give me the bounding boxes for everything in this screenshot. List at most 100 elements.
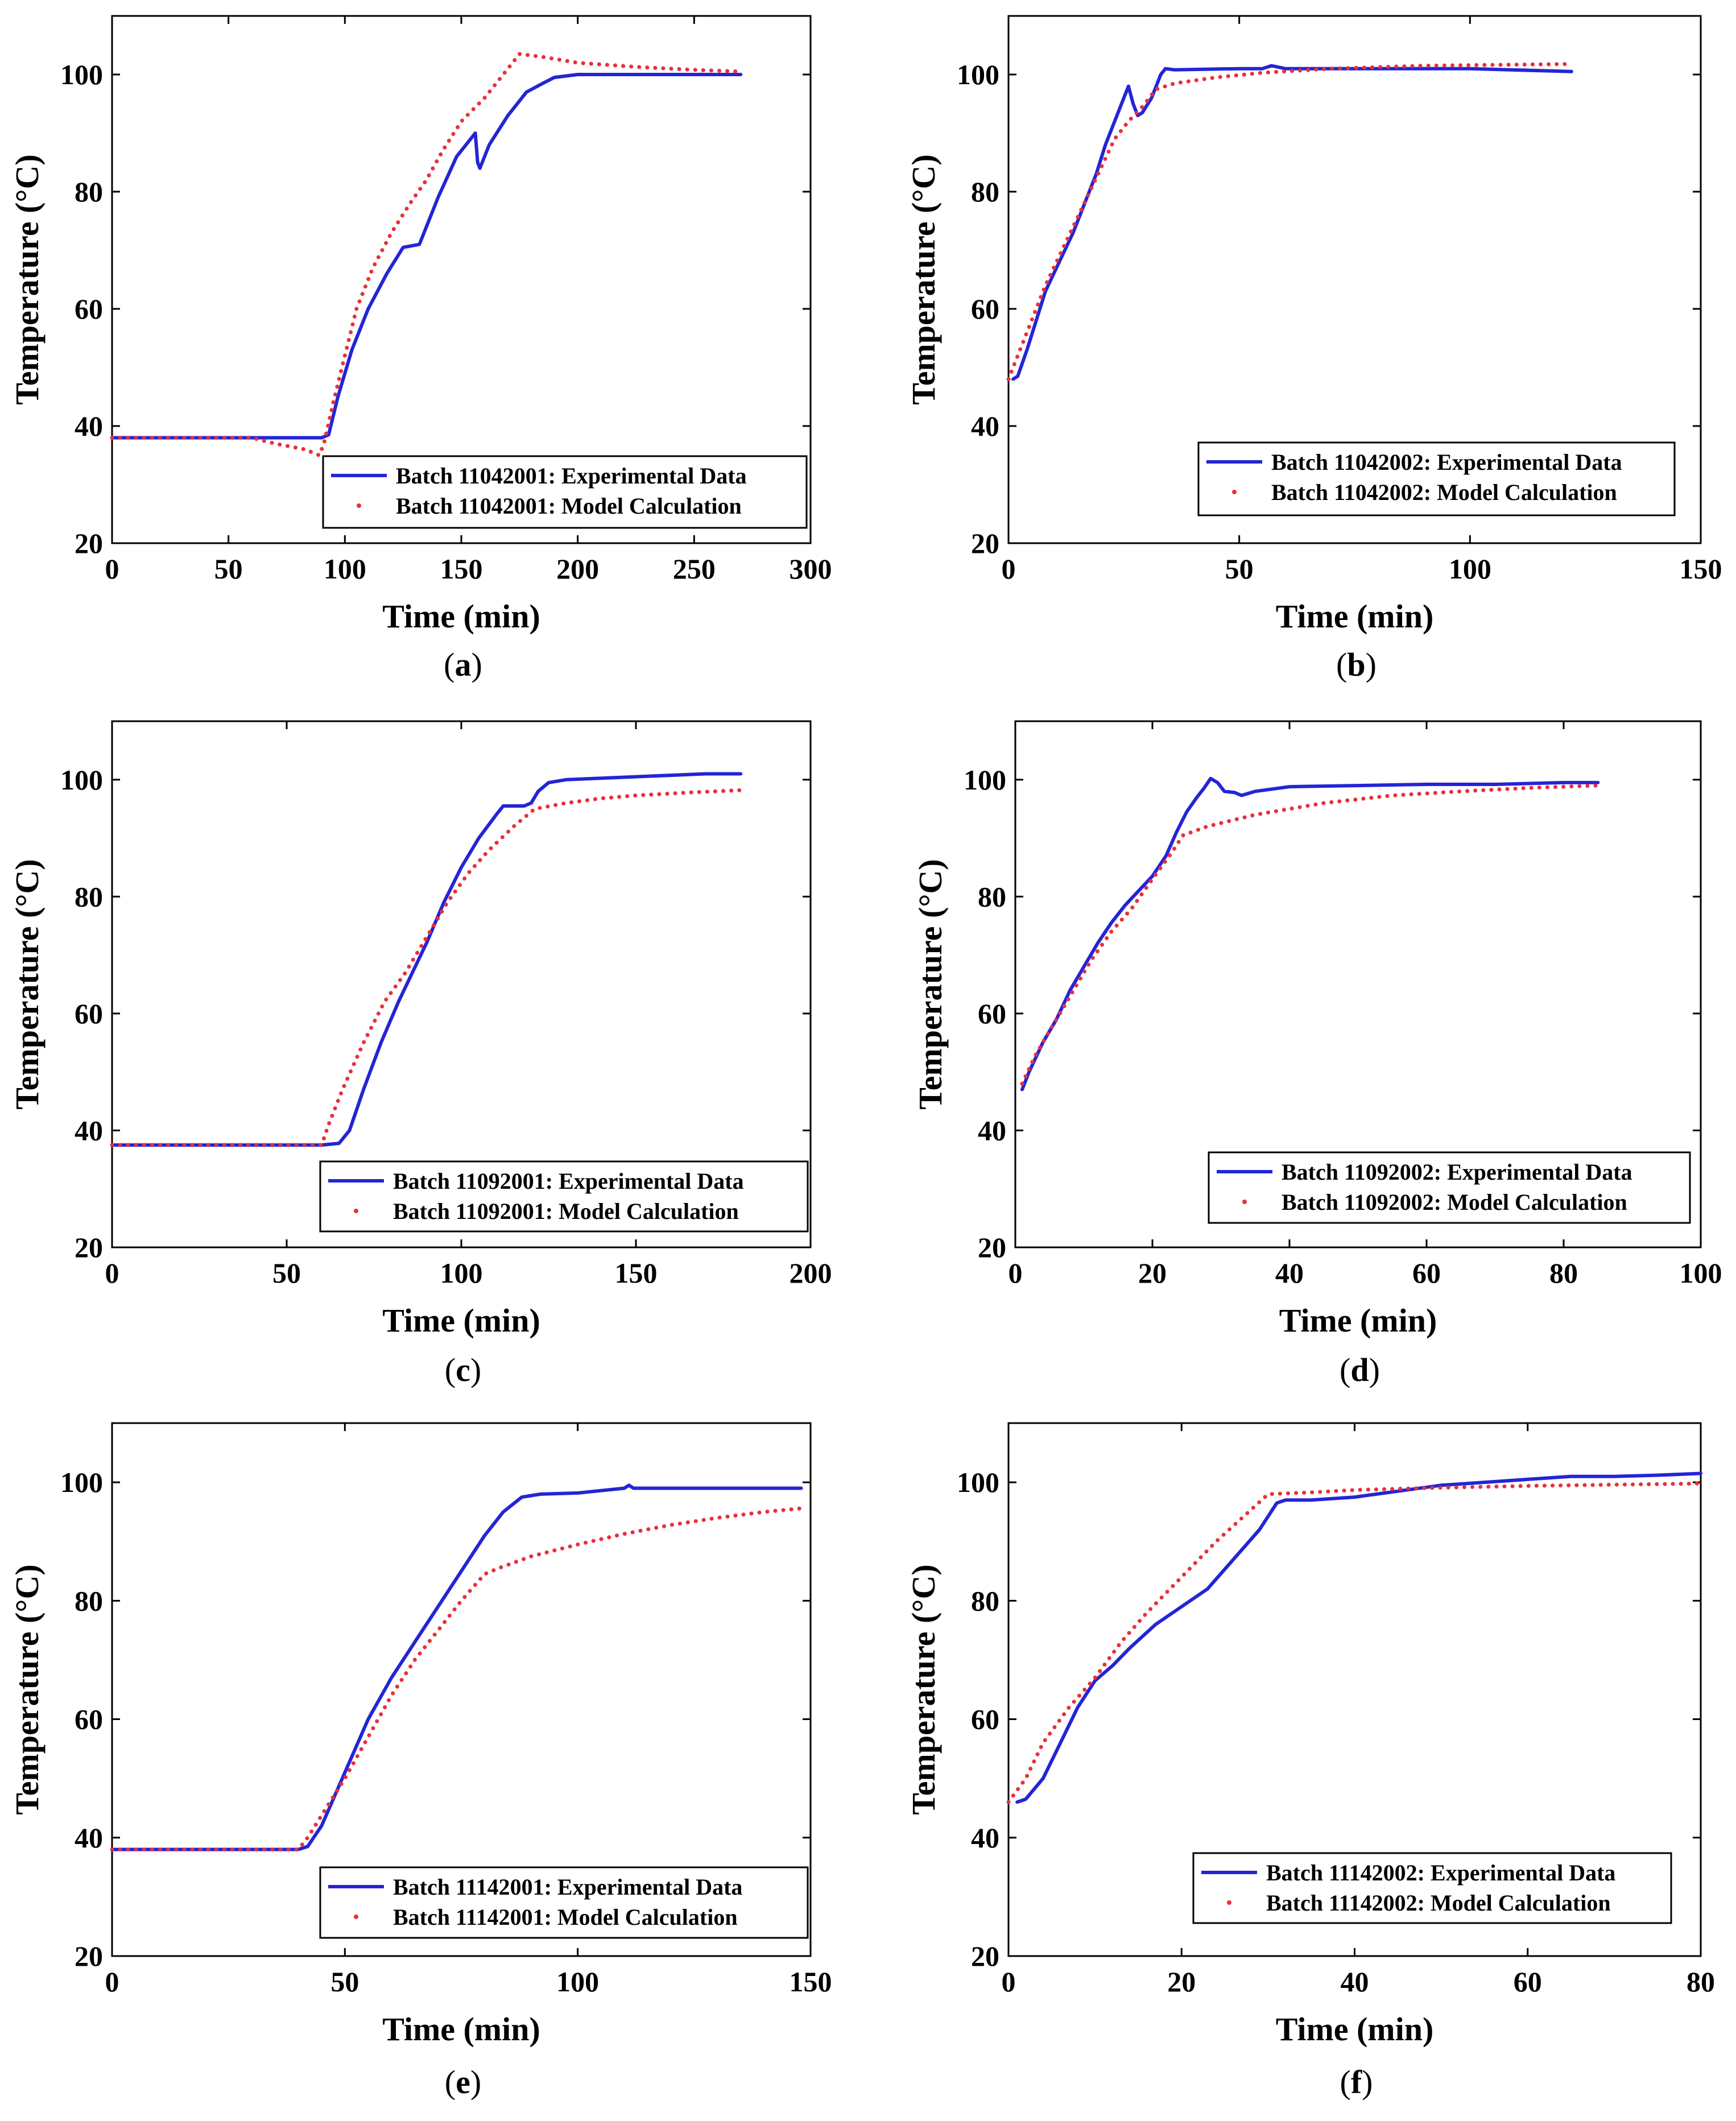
legend-box [319,1866,809,1939]
legend-box [322,455,808,529]
x-tick-label: 100 [1449,553,1491,585]
legend-entry-label: Batch 11142001: Model Calculation [393,1904,738,1930]
x-tick-label: 0 [105,1966,119,1998]
legend-box [1197,441,1676,516]
y-axis-label: Temperature (°C) [912,859,949,1109]
y-tick-label: 20 [971,527,999,559]
y-tick-label: 80 [75,880,103,912]
panel-label: (d) [1340,1351,1380,1388]
panel-label: (c) [445,1351,481,1388]
y-tick-label: 100 [964,764,1006,796]
y-tick-label: 100 [60,764,103,796]
x-tick-label: 50 [272,1257,301,1289]
y-tick-label: 40 [971,1822,999,1854]
y-tick-label: 60 [75,1704,103,1735]
y-axis-label: Temperature (°C) [9,154,46,404]
legend-box [1192,1852,1672,1924]
y-tick-label: 100 [60,59,103,90]
legend-entry-label: Batch 11092001: Experimental Data [393,1168,744,1194]
experimental-data-line [1020,776,1600,1091]
x-tick-label: 50 [214,553,243,585]
y-tick-label: 40 [75,1114,103,1146]
y-axis-label: Temperature (°C) [9,1564,46,1814]
x-tick-label: 40 [1275,1257,1304,1289]
x-tick-label: 300 [790,553,832,585]
model-calculation-line [110,52,743,457]
y-tick-label: 100 [60,1466,103,1498]
y-tick-label: 20 [75,1940,103,1972]
x-tick-label: 150 [790,1966,832,1998]
legend: Batch 11042002: Experimental Data Batch 1… [1197,441,1676,516]
x-tick-label: 60 [1514,1966,1542,1998]
plot-frame [111,1422,812,1957]
x-tick-label: 150 [1680,553,1722,585]
y-tick-label: 40 [75,410,103,442]
y-tick-label: 80 [971,176,999,208]
experimental-data-line [110,1483,803,1851]
x-tick-label: 80 [1549,1257,1578,1289]
x-tick-label: 20 [1138,1257,1167,1289]
legend-entry-label: Batch 11042002: Model Calculation [1271,479,1617,505]
x-axis-label: Time (min) [382,1302,540,1339]
legend: Batch 11042001: Experimental Data Batch 1… [322,455,808,529]
y-tick-label: 80 [75,1585,103,1616]
legend: Batch 11092001: Experimental Data Batch 1… [319,1160,809,1233]
x-axis-label: Time (min) [1276,2011,1434,2048]
x-tick-label: 50 [330,1966,359,1998]
chart-panel-c: 0 50 100 150 200 20 40 60 80 100 Time (min) Tempera… [9,720,832,1388]
x-tick-label: 200 [556,553,599,585]
x-tick-label: 150 [440,553,483,585]
x-tick-label: 100 [440,1257,483,1289]
plot-frame [1014,720,1702,1248]
x-axis-label: Time (min) [1279,1302,1437,1339]
x-tick-label: 40 [1341,1966,1369,1998]
legend-swatch-model [1232,490,1237,494]
model-calculation-line [1006,62,1574,382]
legend-swatch-model [354,1209,358,1213]
legend-entry-label: Batch 11142001: Experimental Data [393,1874,742,1900]
y-tick-label: 60 [75,998,103,1030]
y-axis-label: Temperature (°C) [905,154,942,404]
experimental-data-line [1011,64,1573,381]
legend: Batch 11142001: Experimental Data Batch 1… [319,1866,809,1939]
plot-frame [1007,15,1702,544]
y-tick-label: 60 [971,1704,999,1735]
legend: Batch 11142002: Experimental Data Batch 1… [1192,1852,1672,1924]
legend-swatch-model [1242,1200,1247,1204]
y-tick-label: 40 [971,410,999,442]
y-tick-label: 60 [978,998,1006,1030]
y-axis-label: Temperature (°C) [905,1564,942,1814]
y-tick-label: 80 [978,880,1006,912]
y-tick-label: 80 [75,176,103,208]
y-tick-label: 60 [971,293,999,325]
panel-label: (b) [1336,646,1377,683]
legend-entry-label: Batch 11042001: Model Calculation [396,493,742,519]
y-tick-label: 60 [75,293,103,325]
model-calculation-line [1006,1481,1703,1804]
legend-box [319,1160,809,1233]
y-tick-label: 40 [978,1114,1006,1146]
x-tick-label: 20 [1167,1966,1196,1998]
x-axis-label: Time (min) [1276,598,1434,635]
legend-entry-label: Batch 11142002: Model Calculation [1266,1890,1611,1916]
y-tick-label: 100 [957,59,999,90]
legend-swatch-model [354,1915,358,1919]
legend: Batch 11092002: Experimental Data Batch 1… [1208,1151,1691,1224]
panel-label: (f) [1340,2064,1373,2101]
legend-entry-label: Batch 11092002: Model Calculation [1282,1189,1627,1215]
legend-box [1208,1151,1691,1224]
model-calculation-line [110,788,743,1147]
chart-panel-b: 0 50 100 150 20 40 60 80 100 Time (min) Temperatur… [905,15,1722,683]
x-tick-label: 50 [1225,553,1254,585]
y-tick-label: 100 [957,1466,999,1498]
legend-entry-label: Batch 11042001: Experimental Data [396,463,747,489]
x-tick-label: 100 [556,1966,599,1998]
x-tick-label: 0 [1002,1966,1016,1998]
y-axis-label: Temperature (°C) [9,859,46,1109]
legend-entry-label: Batch 11092002: Experimental Data [1282,1159,1632,1185]
legend-swatch-model [357,503,361,508]
x-tick-label: 80 [1687,1966,1715,1998]
